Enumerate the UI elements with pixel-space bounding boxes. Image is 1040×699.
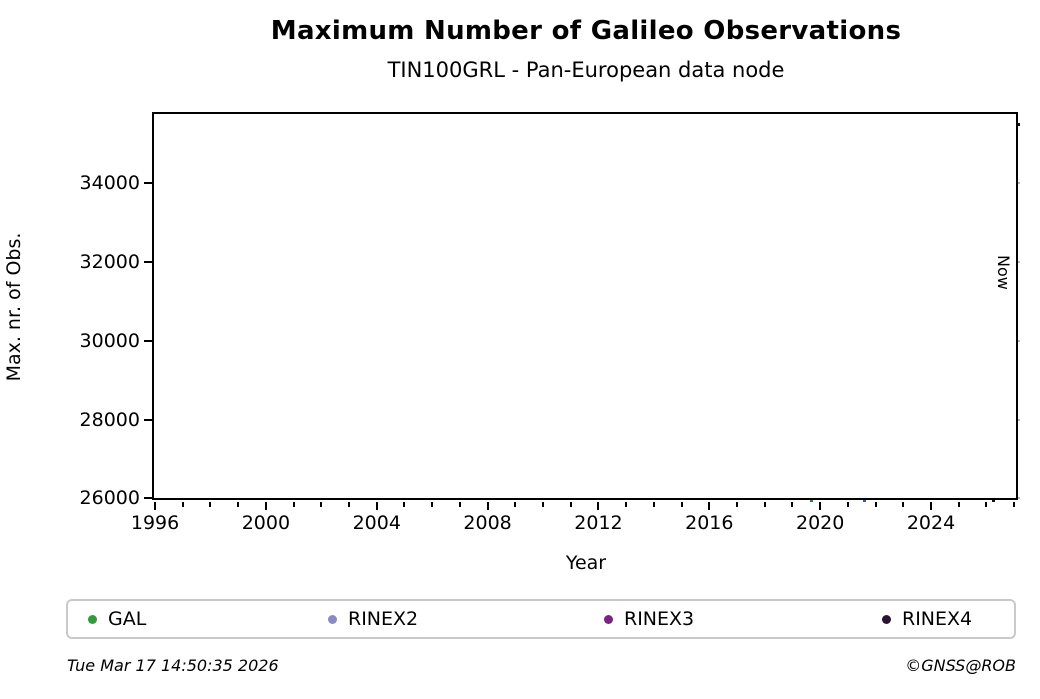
x-tick-major: [930, 502, 933, 510]
x-tick-minor: [736, 502, 739, 507]
legend-item-rinex3: RINEX3: [604, 608, 694, 630]
legend-marker-icon: [882, 614, 891, 624]
x-tick-major: [375, 502, 378, 510]
chart-subtitle: TIN100GRL - Pan-European data node: [387, 58, 785, 82]
footer-timestamp: Tue Mar 17 14:50:35 2026: [67, 656, 279, 675]
x-tick-label: 2004: [352, 512, 401, 534]
x-tick-minor: [237, 502, 240, 507]
x-axis-label: Year: [565, 552, 607, 574]
x-tick-minor: [846, 502, 849, 507]
x-tick-major: [154, 502, 157, 510]
legend-item-gal: GAL: [88, 608, 146, 630]
y-tick-label: 30000: [79, 329, 140, 352]
x-tick-label: 2020: [795, 512, 845, 534]
x-tick-major: [819, 502, 822, 510]
legend-label: GAL: [108, 608, 147, 630]
y-axis-label: Max. nr. of Obs.: [3, 232, 25, 382]
x-tick-minor: [569, 502, 572, 507]
plot-area-frame: [152, 112, 1018, 500]
y-tick: [144, 182, 152, 185]
legend-item-rinex4: RINEX4: [882, 608, 972, 630]
x-tick-label: 2000: [241, 512, 291, 534]
y-tick: [144, 261, 152, 264]
x-tick-minor: [957, 502, 960, 507]
x-tick-minor: [514, 502, 517, 507]
x-tick-minor: [348, 502, 351, 507]
y-tick-label: 32000: [79, 251, 140, 274]
x-tick-minor: [874, 502, 877, 507]
x-tick-minor: [680, 502, 683, 507]
now-annotation: Now: [994, 255, 1013, 290]
x-tick-minor: [292, 502, 295, 507]
y-tick: [144, 339, 152, 342]
chart-title: Maximum Number of Galileo Observations: [270, 16, 902, 46]
y-tick: [144, 418, 152, 421]
x-tick-minor: [791, 502, 794, 507]
x-tick-minor: [902, 502, 905, 507]
x-tick-minor: [431, 502, 434, 507]
legend-marker-icon: [88, 614, 97, 624]
chart-legend: GAL RINEX2 RINEX3 RINEX4: [66, 599, 1016, 639]
legend-label: RINEX4: [902, 608, 973, 630]
x-tick-major: [264, 502, 267, 510]
x-tick-label: 2008: [463, 512, 512, 534]
legend-item-rinex2: RINEX2: [328, 608, 418, 630]
x-tick-minor: [458, 502, 461, 507]
legend-label: RINEX3: [624, 608, 695, 630]
y-tick-label: 28000: [79, 408, 140, 431]
x-tick-label: 1996: [130, 512, 180, 534]
x-tick-major: [486, 502, 489, 510]
x-tick-label: 2012: [574, 512, 623, 534]
x-tick-minor: [320, 502, 323, 507]
x-tick-label: 2024: [906, 512, 956, 534]
x-tick-major: [597, 502, 600, 510]
x-tick-major: [708, 502, 711, 510]
y-tick-label: 34000: [79, 172, 140, 195]
x-tick-minor: [652, 502, 655, 507]
x-tick-minor: [542, 502, 545, 507]
x-tick-minor: [181, 502, 184, 507]
x-tick-minor: [1013, 502, 1016, 507]
x-tick-minor: [625, 502, 628, 507]
x-tick-minor: [985, 502, 988, 507]
x-tick-label: 2016: [685, 512, 734, 534]
x-tick-minor: [763, 502, 766, 507]
legend-label: RINEX2: [348, 608, 419, 630]
legend-marker-icon: [328, 614, 337, 624]
legend-marker-icon: [604, 614, 613, 624]
x-tick-minor: [209, 502, 212, 507]
y-tick-label: 26000: [79, 487, 140, 510]
x-tick-minor: [403, 502, 406, 507]
y-tick: [144, 497, 152, 500]
footer-credit: ©GNSS@ROB: [905, 656, 1016, 675]
